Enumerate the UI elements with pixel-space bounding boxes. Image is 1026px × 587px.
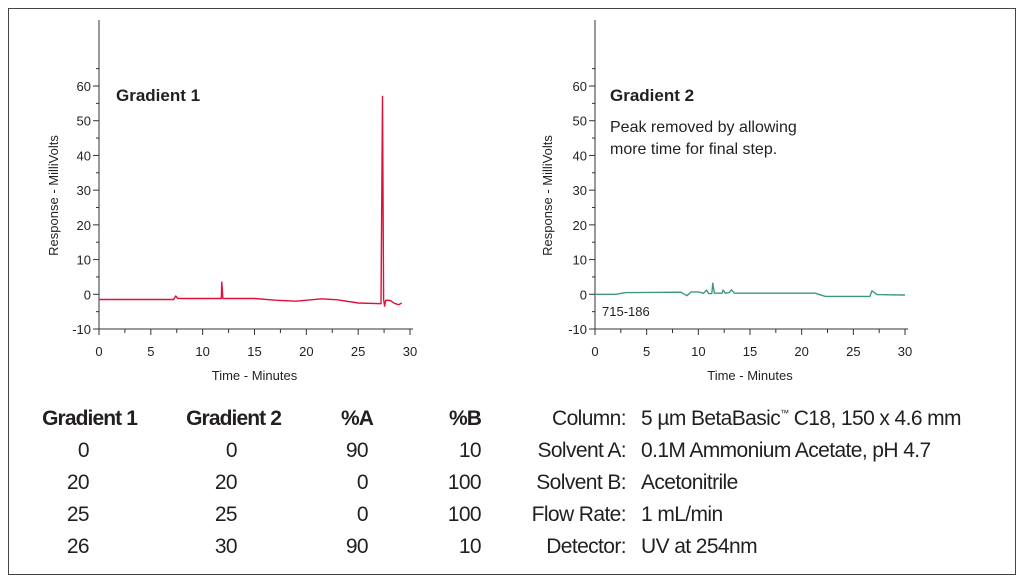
x-tick-label: 30 xyxy=(898,344,912,359)
header-percent-b: %B xyxy=(448,407,482,430)
y-tick-label: 60 xyxy=(573,79,587,94)
table-cell: 30 xyxy=(214,535,238,558)
x-tick-label: 25 xyxy=(351,344,365,359)
y-axis-label: Response - MilliVolts xyxy=(46,135,61,256)
chart-2-title: Gradient 2 xyxy=(610,86,695,105)
x-tick-label: 20 xyxy=(299,344,313,359)
table-cell: 90 xyxy=(345,439,369,462)
y-tick-label: 10 xyxy=(573,253,587,268)
y-axis-label: Response - MilliVolts xyxy=(540,135,555,256)
condition-label: Flow Rate: xyxy=(531,503,627,526)
trademark-mark: ™ xyxy=(780,408,789,418)
condition-label: Solvent A: xyxy=(537,439,626,462)
x-axis-label: Time - Minutes xyxy=(212,368,298,383)
x-tick-label: 20 xyxy=(794,344,808,359)
table-cell: 0 xyxy=(356,471,369,494)
figure-id: 715-186 xyxy=(602,304,650,319)
table-cell: 0 xyxy=(77,439,90,462)
y-tick-label: 0 xyxy=(580,287,587,302)
x-tick-label: 30 xyxy=(403,344,417,359)
chart-1-title: Gradient 1 xyxy=(116,86,201,105)
table-cell: 100 xyxy=(447,503,482,526)
y-tick-label: -10 xyxy=(72,322,91,337)
table-cell: 100 xyxy=(447,471,482,494)
condition-label: Solvent B: xyxy=(536,471,626,494)
x-tick-label: 5 xyxy=(147,344,154,359)
x-tick-label: 25 xyxy=(846,344,860,359)
condition-value: 5 µm BetaBasic™ C18, 150 x 4.6 mm xyxy=(641,407,962,431)
trace-line xyxy=(99,95,403,307)
y-tick-label: 50 xyxy=(77,114,91,129)
y-tick-label: 0 xyxy=(84,287,91,302)
table-cell: 20 xyxy=(214,471,238,494)
header-gradient-1: Gradient 1 xyxy=(42,407,138,430)
y-tick-label: 30 xyxy=(573,183,587,198)
y-tick-label: 10 xyxy=(77,253,91,268)
y-tick-label: 40 xyxy=(77,148,91,163)
condition-value: 1 mL/min xyxy=(641,503,723,526)
x-axis-label: Time - Minutes xyxy=(707,368,793,383)
annotation-line: more time for final step. xyxy=(610,141,778,158)
condition-value: 0.1M Ammonium Acetate, pH 4.7 xyxy=(641,439,931,462)
condition-value: Acetonitrile xyxy=(641,471,738,494)
x-tick-label: 10 xyxy=(195,344,209,359)
x-tick-label: 10 xyxy=(691,344,705,359)
x-tick-label: 0 xyxy=(95,344,102,359)
table-cell: 20 xyxy=(66,471,90,494)
header-gradient-2: Gradient 2 xyxy=(186,407,282,430)
y-tick-label: 40 xyxy=(573,148,587,163)
trace-line xyxy=(595,282,906,298)
y-tick-label: 20 xyxy=(77,218,91,233)
chart-2-annotation: Peak removed by allowing more time for f… xyxy=(610,117,797,161)
table-cell: 0 xyxy=(356,503,369,526)
y-tick-label: 20 xyxy=(573,218,587,233)
x-tick-label: 5 xyxy=(643,344,650,359)
condition-label: Detector: xyxy=(546,535,626,558)
annotation-line: Peak removed by allowing xyxy=(610,119,797,136)
y-tick-label: 60 xyxy=(77,79,91,94)
figure-frame xyxy=(8,8,1016,575)
x-tick-label: 0 xyxy=(591,344,598,359)
y-tick-label: 30 xyxy=(77,183,91,198)
condition-value: UV at 254nm xyxy=(641,535,758,558)
table-cell: 90 xyxy=(345,535,369,558)
table-cell: 25 xyxy=(214,503,238,526)
x-tick-label: 15 xyxy=(247,344,261,359)
table-cell: 25 xyxy=(66,503,90,526)
condition-label: Column: xyxy=(552,407,627,430)
condition-value-text: 5 µm BetaBasic xyxy=(641,407,781,430)
table-cell: 10 xyxy=(458,535,482,558)
header-percent-a: %A xyxy=(340,407,374,430)
y-tick-label: 50 xyxy=(573,114,587,129)
x-tick-label: 15 xyxy=(743,344,757,359)
y-tick-label: -10 xyxy=(568,322,587,337)
condition-value-text: C18, 150 x 4.6 mm xyxy=(788,407,962,430)
table-cell: 10 xyxy=(458,439,482,462)
table-cell: 26 xyxy=(66,535,90,558)
table-cell: 0 xyxy=(225,439,238,462)
